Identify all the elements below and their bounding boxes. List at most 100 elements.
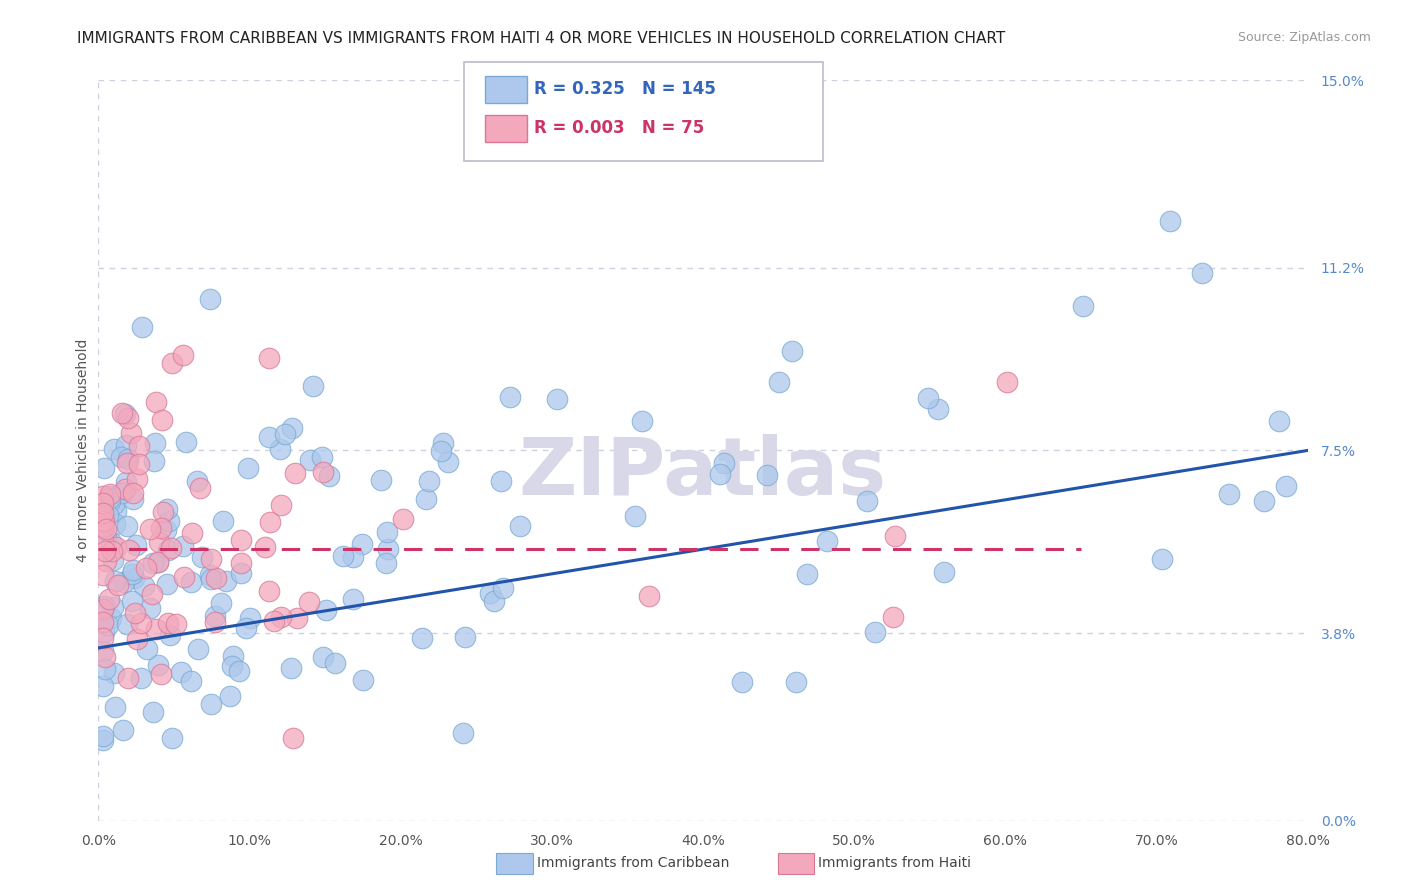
Point [128, 439, 150, 453]
Point [187, 641, 209, 656]
Point [124, 606, 146, 620]
Point [780, 343, 803, 358]
Point [209, 596, 232, 610]
Point [136, 641, 159, 656]
Point [995, 376, 1018, 390]
Point [212, 514, 235, 528]
Point [1150, 552, 1173, 566]
Point [259, 515, 281, 529]
Point [312, 650, 335, 665]
Point [115, 519, 138, 533]
Point [100, 535, 122, 549]
Point [257, 429, 280, 443]
Point [188, 481, 211, 495]
Point [796, 566, 818, 581]
Point [115, 456, 138, 470]
Point [181, 525, 204, 540]
Point [713, 456, 735, 470]
Point [114, 482, 136, 496]
Point [204, 615, 226, 629]
Point [93, 514, 115, 528]
Point [228, 664, 250, 678]
Point [204, 571, 226, 585]
Point [160, 731, 183, 745]
Point [218, 689, 240, 703]
Point [257, 584, 280, 599]
Point [315, 603, 337, 617]
Point [342, 592, 364, 607]
Point [93, 624, 115, 639]
Point [91, 506, 114, 520]
Point [927, 401, 949, 416]
Point [127, 472, 149, 486]
Point [173, 570, 195, 584]
Point [142, 705, 165, 719]
Point [311, 450, 333, 464]
Point [709, 467, 731, 482]
Point [731, 675, 754, 690]
Point [270, 610, 292, 624]
Point [98, 487, 121, 501]
Point [375, 525, 398, 540]
Point [131, 319, 153, 334]
Point [229, 557, 252, 571]
Point [115, 475, 138, 490]
Point [238, 460, 260, 475]
Point [150, 413, 173, 427]
Point [191, 549, 214, 564]
Point [93, 599, 115, 613]
Point [128, 457, 150, 471]
Point [97, 617, 120, 632]
Point [114, 438, 136, 452]
Point [492, 581, 515, 595]
Point [204, 609, 226, 624]
Point [146, 657, 169, 672]
Point [1071, 299, 1094, 313]
Point [148, 555, 170, 569]
Point [437, 455, 460, 469]
Point [1268, 414, 1291, 428]
Point [325, 657, 347, 671]
Point [91, 602, 114, 616]
Point [374, 556, 396, 570]
Point [482, 594, 505, 608]
Point [281, 731, 304, 745]
Point [93, 460, 115, 475]
Point [111, 406, 134, 420]
Point [509, 519, 531, 533]
Point [159, 541, 181, 555]
Point [301, 379, 323, 393]
Point [107, 578, 129, 592]
Point [332, 549, 354, 563]
Point [298, 595, 321, 609]
Point [352, 673, 374, 687]
Point [110, 450, 132, 464]
Text: IMMIGRANTS FROM CARIBBEAN VS IMMIGRANTS FROM HAITI 4 OR MORE VEHICLES IN HOUSEHO: IMMIGRANTS FROM CARIBBEAN VS IMMIGRANTS … [77, 31, 1005, 46]
Point [631, 414, 654, 428]
Point [280, 661, 302, 675]
Point [299, 453, 322, 467]
Point [281, 421, 304, 435]
Point [134, 579, 156, 593]
Point [94, 522, 117, 536]
Point [129, 615, 152, 630]
Point [98, 491, 121, 506]
Point [270, 498, 292, 512]
Point [105, 504, 128, 518]
Point [122, 491, 145, 506]
Text: R = 0.325   N = 145: R = 0.325 N = 145 [534, 80, 716, 98]
Point [1218, 487, 1240, 501]
Point [200, 292, 222, 306]
Point [149, 520, 172, 534]
Point [352, 536, 374, 550]
Point [342, 550, 364, 565]
Point [884, 529, 907, 543]
Point [103, 442, 125, 456]
Point [149, 667, 172, 681]
Point [863, 624, 886, 639]
Point [785, 675, 807, 690]
Point [1275, 478, 1298, 492]
Point [91, 496, 114, 510]
Point [284, 466, 307, 480]
Point [91, 632, 114, 646]
